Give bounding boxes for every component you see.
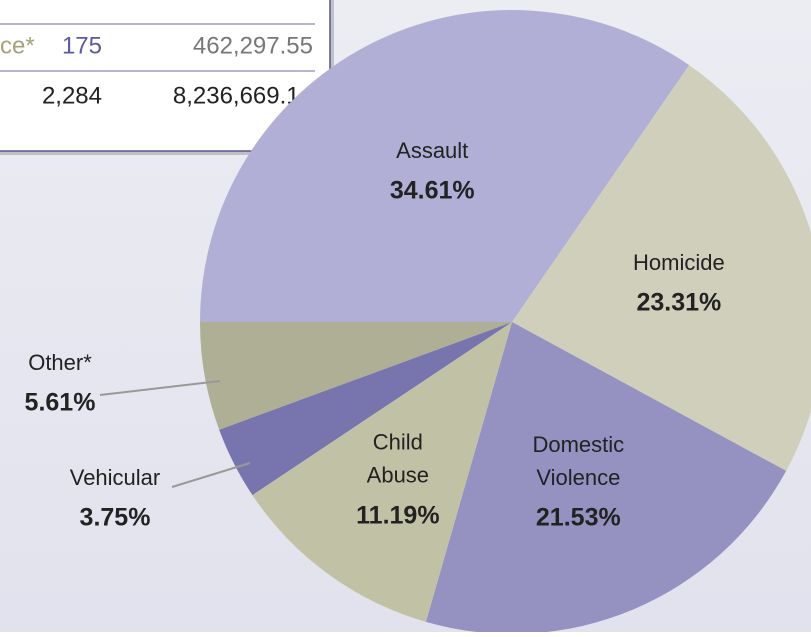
slice-label: Homicide	[633, 250, 725, 275]
pie-slice	[219, 322, 512, 496]
pie	[200, 10, 811, 634]
value-label: 21.53%	[536, 503, 621, 531]
table-cell: ce*	[0, 32, 35, 59]
slice-label: Child Abuse	[367, 429, 429, 487]
value-label: 5.61%	[25, 389, 96, 417]
pie-slice	[200, 10, 690, 322]
pie-slice	[512, 65, 811, 471]
slice-label: Vehicular	[70, 465, 161, 490]
table-cell: 2,284	[42, 82, 102, 109]
slice-label: Assault	[396, 138, 468, 163]
slice-label: Domestic Violence	[532, 432, 624, 490]
value-label: 11.19%	[356, 501, 439, 529]
value-label: 3.75%	[80, 504, 151, 532]
pie-slice	[200, 322, 512, 430]
value-label: 34.61%	[390, 177, 475, 205]
leader-line	[171, 462, 251, 488]
table-cell: 462,297.55	[193, 32, 313, 59]
value-label: 23.31%	[636, 289, 721, 317]
slice-label: Other*	[28, 350, 92, 375]
table-cell: 175	[62, 32, 102, 59]
pie-slice	[252, 322, 513, 622]
pie-slice	[425, 322, 787, 634]
leader-line	[99, 380, 221, 396]
